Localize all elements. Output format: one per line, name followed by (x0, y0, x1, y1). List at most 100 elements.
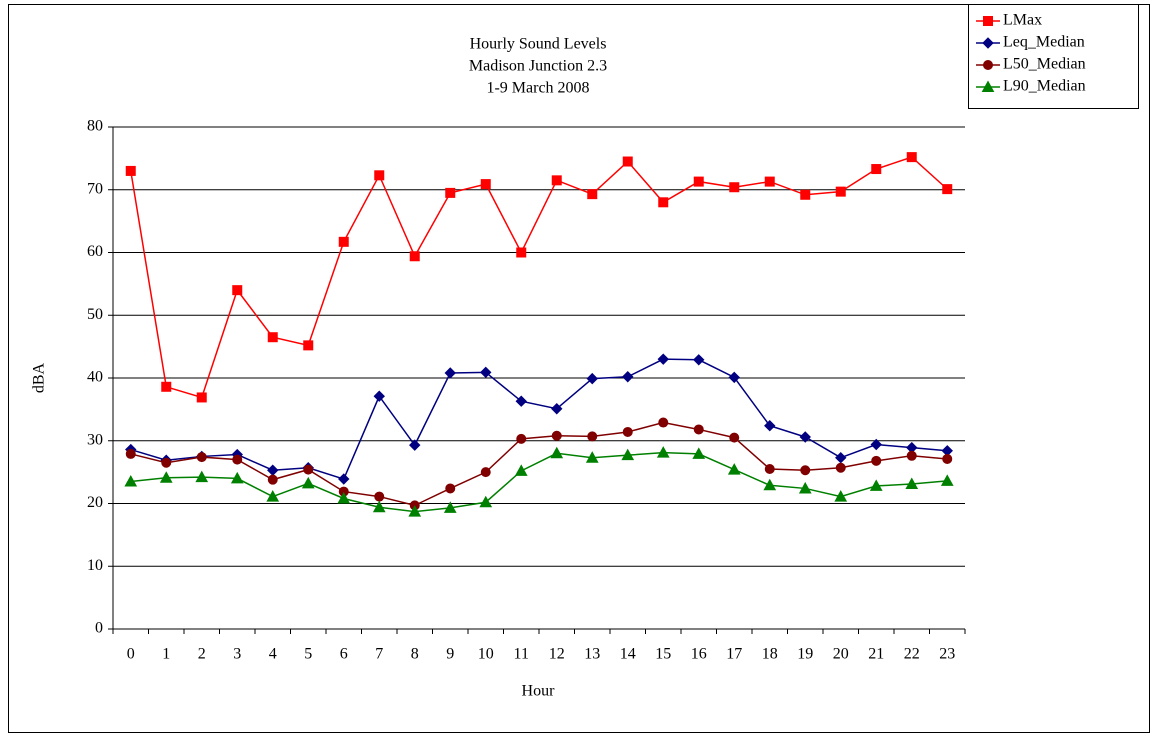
marker (551, 403, 563, 415)
marker (159, 471, 173, 483)
marker (480, 179, 491, 190)
y-tick-label: 30 (87, 431, 103, 448)
marker (906, 450, 917, 461)
marker (516, 247, 527, 258)
marker (729, 432, 740, 443)
marker (585, 451, 599, 463)
marker (480, 366, 492, 379)
marker (869, 479, 883, 491)
legend-box (968, 4, 1139, 109)
marker (798, 481, 812, 494)
marker (835, 186, 846, 197)
marker (124, 474, 138, 487)
marker (942, 453, 953, 464)
marker (445, 187, 456, 198)
x-tick-label: 11 (514, 646, 529, 663)
marker (587, 431, 598, 442)
series-line (130, 156, 948, 399)
x-tick-label: 10 (478, 646, 494, 663)
y-tick-label: 70 (87, 180, 103, 197)
x-tick-label: 2 (198, 646, 206, 663)
marker (799, 431, 811, 443)
series-line (130, 421, 948, 507)
marker (479, 495, 493, 508)
legend-label: LMax (1003, 12, 1042, 29)
marker (729, 182, 740, 193)
marker (764, 419, 776, 432)
marker (763, 478, 777, 491)
marker (515, 395, 527, 407)
y-tick-label: 50 (87, 306, 103, 323)
marker (622, 426, 633, 437)
marker (161, 457, 172, 468)
marker (621, 448, 635, 461)
y-tick-label: 60 (87, 243, 103, 260)
marker (906, 152, 917, 163)
marker (550, 446, 564, 459)
marker (693, 176, 704, 187)
y-tick-label: 80 (87, 118, 103, 135)
marker (835, 462, 846, 473)
marker (693, 354, 705, 366)
x-tick-label: 12 (549, 646, 565, 663)
marker (551, 430, 562, 441)
marker (983, 60, 993, 70)
marker (232, 285, 243, 296)
x-tick-label: 18 (762, 646, 778, 663)
marker (267, 332, 278, 343)
marker (835, 451, 847, 464)
marker (983, 16, 993, 26)
y-tick-label: 0 (95, 620, 103, 637)
marker (301, 476, 315, 489)
y-tick-label: 40 (87, 369, 103, 386)
x-tick-label: 19 (797, 646, 813, 663)
marker (232, 454, 243, 465)
marker (871, 164, 882, 175)
marker (728, 371, 740, 384)
marker (657, 353, 669, 365)
x-tick-label: 6 (340, 646, 348, 663)
marker (443, 501, 457, 513)
marker (196, 452, 207, 463)
legend-label: L90_Median (1003, 78, 1086, 95)
x-tick-label: 22 (904, 646, 920, 663)
marker (800, 465, 811, 476)
y-axis-label: dBA (31, 362, 48, 393)
chart-title: 1-9 March 2008 (486, 80, 589, 97)
marker (372, 500, 386, 513)
marker (409, 251, 420, 262)
marker (942, 184, 953, 195)
x-tick-label: 9 (446, 646, 454, 663)
x-tick-label: 1 (162, 646, 170, 663)
x-tick-label: 7 (375, 646, 383, 663)
marker (303, 464, 314, 475)
chart-title: Madison Junction 2.3 (469, 58, 607, 75)
marker (125, 448, 136, 459)
marker (834, 490, 848, 502)
marker (514, 464, 528, 476)
marker (266, 490, 280, 502)
marker (658, 197, 669, 208)
x-tick-label: 21 (868, 646, 884, 663)
x-tick-label: 15 (655, 646, 671, 663)
marker (196, 392, 207, 403)
y-tick-label: 10 (87, 557, 103, 574)
legend-label: Leq_Median (1003, 34, 1085, 51)
marker (480, 467, 491, 478)
marker (338, 473, 350, 485)
chart-title: Hourly Sound Levels (470, 36, 607, 53)
marker (551, 175, 562, 186)
series-line (130, 358, 948, 480)
marker (764, 176, 775, 187)
x-tick-label: 13 (584, 646, 600, 663)
marker (693, 424, 704, 435)
marker (374, 170, 385, 181)
marker (764, 463, 775, 474)
marker (656, 446, 670, 458)
x-axis-label: Hour (522, 683, 556, 700)
marker (622, 156, 633, 167)
marker (800, 189, 811, 200)
marker (622, 371, 634, 383)
marker (230, 471, 244, 484)
